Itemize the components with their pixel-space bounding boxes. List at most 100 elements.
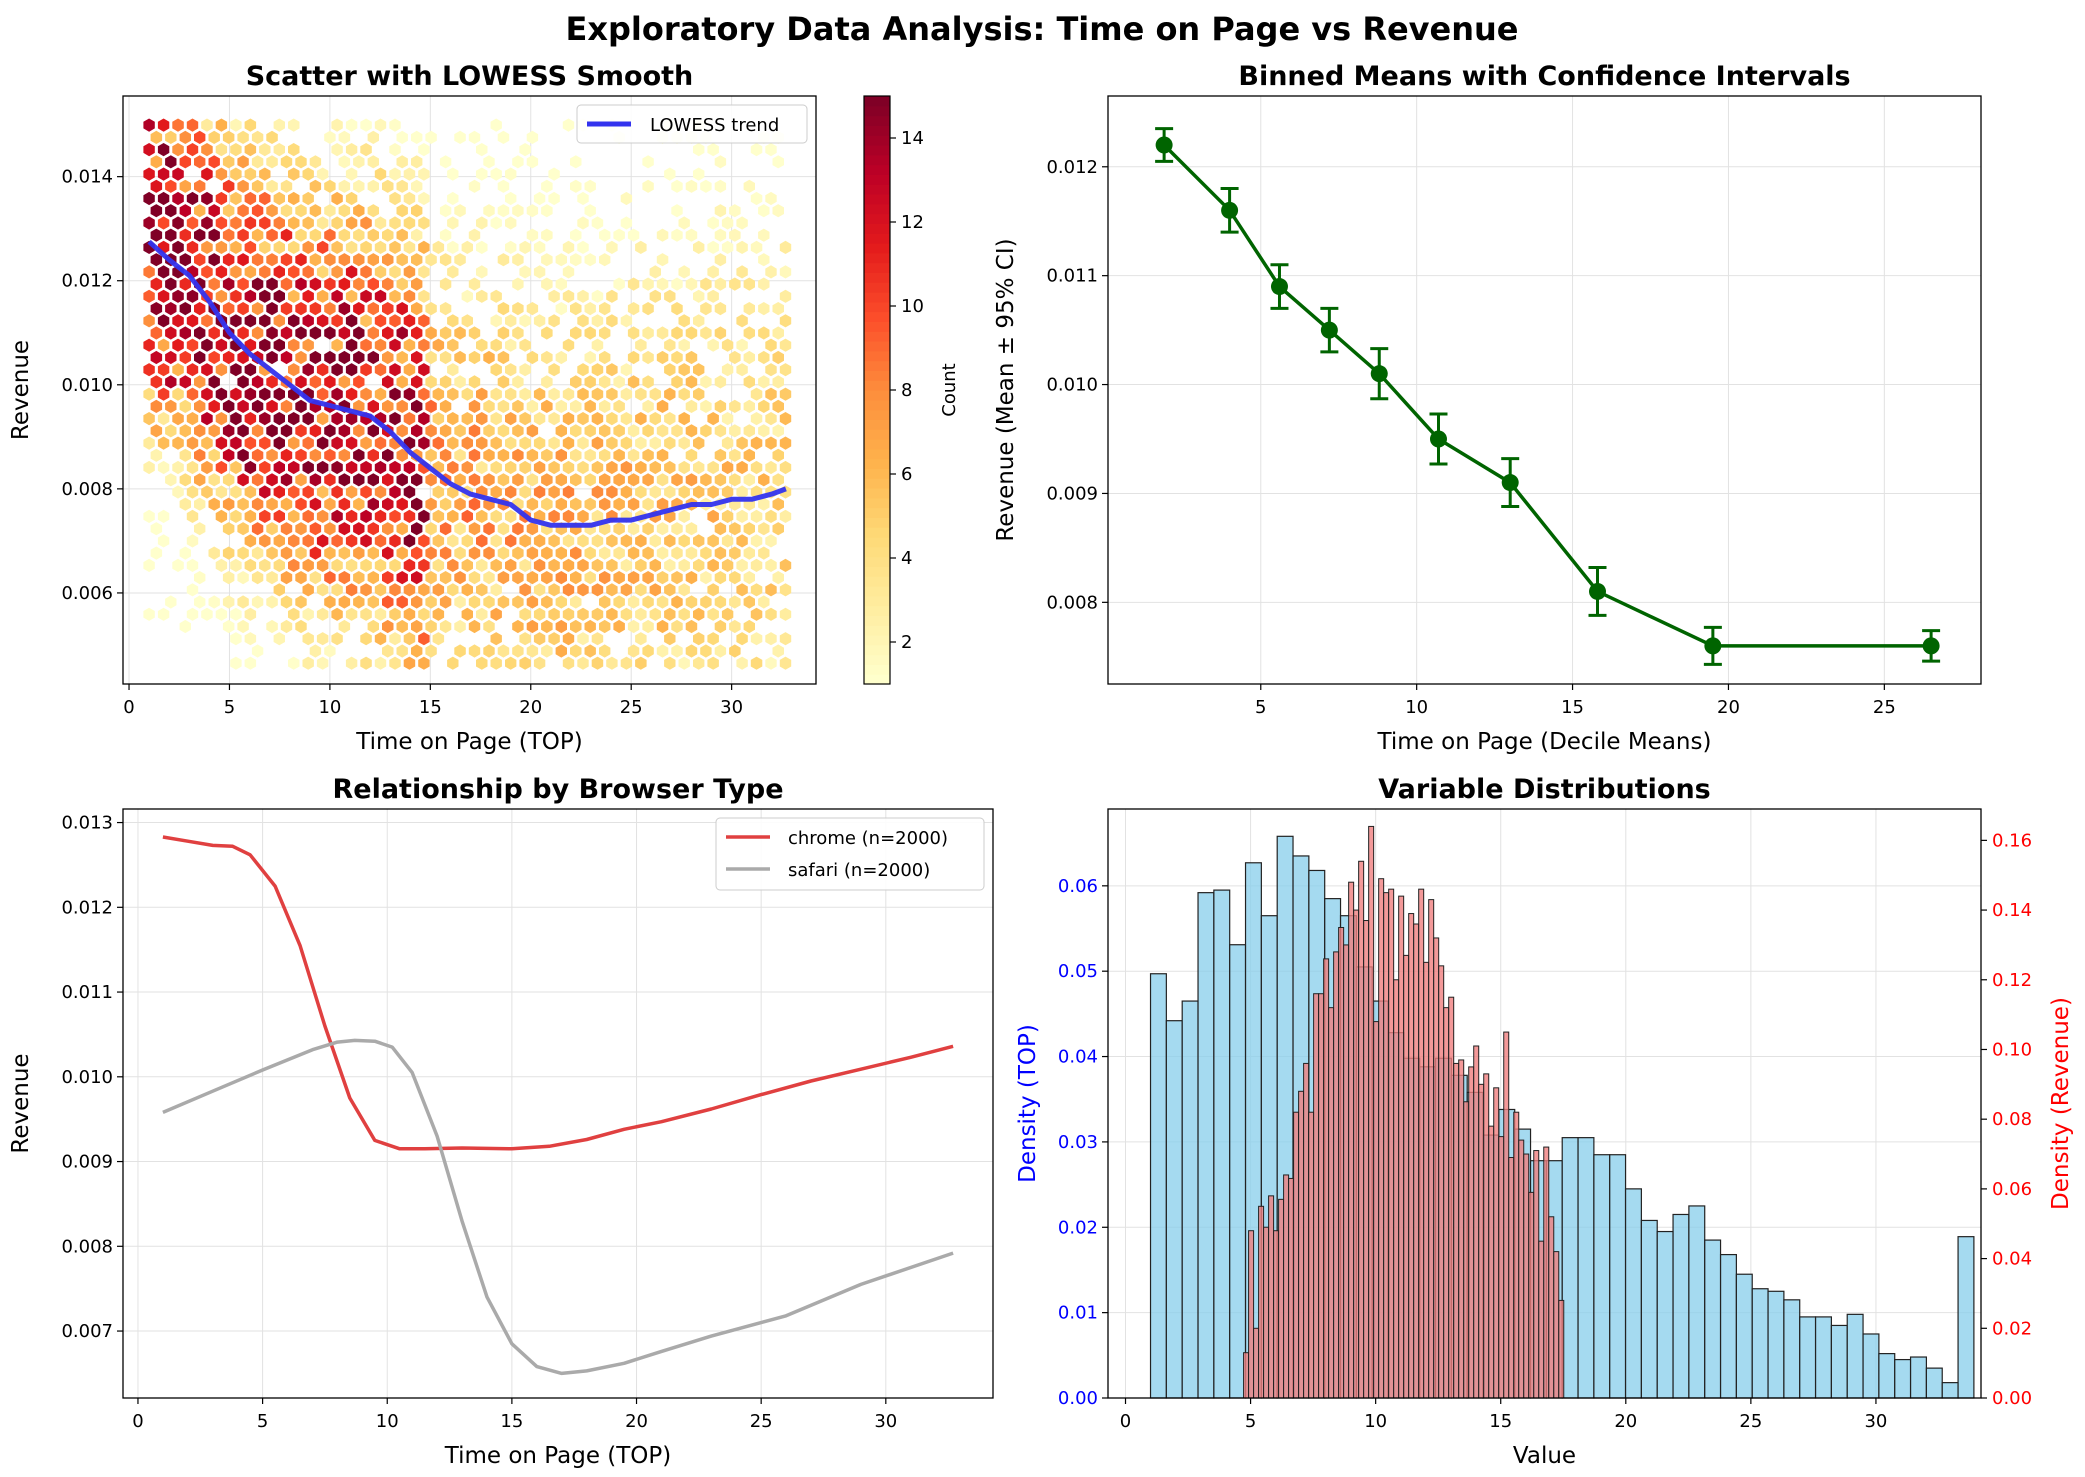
hexbin-cell	[591, 338, 604, 352]
hexbin-cell	[635, 460, 647, 475]
hexbin-cell	[360, 534, 372, 548]
hexbin-cell	[389, 216, 401, 230]
hexbin-cell	[389, 265, 401, 279]
hexbin-cell	[251, 522, 264, 536]
hexbin-cell	[186, 240, 199, 254]
binned-mean-point	[1320, 321, 1338, 339]
hexbin-cell	[656, 448, 669, 462]
hexbin-cell	[541, 546, 553, 560]
hexbin-cell	[714, 424, 727, 438]
hexbin-cell	[179, 619, 191, 634]
hexbin-cell	[439, 619, 452, 634]
hexbin-cell	[251, 424, 264, 438]
hexbin-cell	[656, 497, 669, 511]
hexbin-cell	[302, 558, 314, 572]
hexbin-cell	[526, 522, 539, 536]
hexbin-cell	[403, 656, 416, 670]
hexbin-cell	[374, 118, 387, 132]
hexbin-cell	[288, 460, 300, 475]
hexbin-cell	[288, 607, 300, 621]
hexbin-cell	[548, 607, 560, 621]
hexbin-cell	[172, 460, 184, 475]
hexbin-cell	[779, 583, 792, 597]
hexbin-cell	[215, 118, 228, 132]
hexbin-cell	[389, 387, 401, 401]
hist-bar-revenue	[1293, 1111, 1300, 1399]
hexbin-cell	[599, 595, 611, 609]
hexbin-cell	[396, 228, 408, 242]
hexbin-cell	[353, 595, 365, 609]
hexbin-cell	[649, 387, 661, 401]
colorbar-segment	[864, 301, 890, 313]
hexbin-cell	[302, 363, 314, 377]
hexbin-cell	[201, 412, 213, 426]
colorbar-segment	[864, 478, 890, 489]
binned-mean-point	[1704, 637, 1722, 655]
hexbin-cell	[664, 632, 676, 646]
hexbin-cell	[512, 155, 524, 169]
hexbin-cell	[251, 595, 264, 609]
hexbin-cell	[758, 326, 770, 340]
hexbin-cell	[714, 619, 727, 634]
hexbin-cell	[222, 350, 235, 365]
hexbin-cell	[729, 619, 741, 634]
hexbin-cell	[382, 595, 394, 609]
hexbin-cell	[447, 558, 459, 572]
hexbin-cell	[331, 216, 343, 230]
hexbin-cell	[664, 534, 676, 548]
hexbin-cell	[584, 619, 596, 634]
hexbin-cell	[273, 118, 285, 132]
hexbin-cell	[345, 314, 358, 328]
hexbin-cell	[483, 473, 495, 487]
hexbin-cell	[693, 656, 705, 670]
hexbin-cell	[591, 314, 604, 328]
hexbin-cell	[150, 522, 163, 536]
hexbin-cell	[150, 204, 163, 218]
hexbin-cell	[570, 595, 582, 609]
hexbin-cell	[584, 546, 596, 560]
colorbar-segment	[864, 341, 890, 352]
hexbin-cell	[353, 155, 365, 169]
hexbin-cell	[273, 338, 285, 352]
hist-bar-top	[1640, 1219, 1658, 1399]
colorbar-segment	[864, 174, 890, 185]
hexbin-cell	[541, 326, 553, 340]
hexbin-cell	[157, 460, 170, 475]
hexbin-cell	[353, 399, 365, 413]
hexbin-cell	[541, 228, 553, 242]
hist-bar-revenue	[1263, 1226, 1270, 1399]
hexbin-cell	[750, 143, 763, 157]
hexbin-cell	[374, 314, 387, 328]
colorbar-tick-label: 2	[901, 632, 912, 653]
hexbin-cell	[374, 265, 387, 279]
x-tick-label: 30	[1864, 1411, 1887, 1432]
hexbin-cell	[353, 277, 365, 291]
hexbin-cell	[613, 497, 625, 511]
hexbin-cell	[150, 253, 163, 267]
hexbin-cell	[165, 179, 177, 193]
hexbin-cell	[194, 424, 206, 438]
hist-bar-revenue	[1523, 1153, 1530, 1399]
hexbin-cell	[418, 167, 430, 181]
hexbin-cell	[215, 509, 228, 523]
hexbin-cell	[599, 571, 611, 585]
colorbar-segment	[864, 350, 890, 362]
hexbin-cell	[338, 253, 351, 267]
hexbin-cell	[288, 558, 300, 572]
hexbin-cell	[707, 143, 719, 157]
hexbin-cell	[656, 546, 669, 560]
hexbin-cell	[541, 375, 553, 389]
hexbin-cell	[729, 546, 741, 560]
hexbin-cell	[468, 546, 481, 560]
hexbin-cell	[411, 522, 423, 536]
hexbin-cell	[208, 473, 220, 487]
hexbin-cell	[707, 412, 719, 426]
hexbin-cell	[324, 375, 336, 389]
binned-mean-point	[1270, 278, 1288, 296]
hexbin-cell	[244, 607, 257, 621]
hexbin-cell	[425, 595, 437, 609]
hexbin-cell	[505, 363, 517, 377]
hexbin-cell	[678, 509, 690, 523]
hexbin-cell	[721, 240, 734, 254]
hexbin-cell	[288, 338, 300, 352]
